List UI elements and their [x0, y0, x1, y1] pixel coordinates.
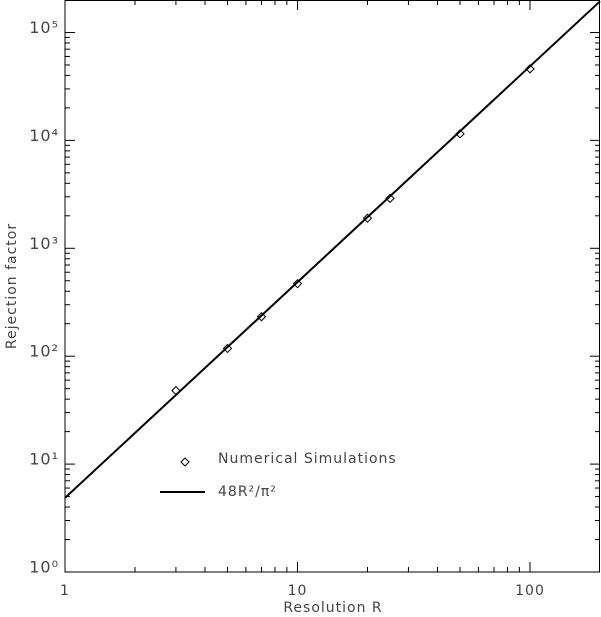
y-tick-label: 10² — [29, 342, 59, 361]
legend-label: 48R²/π² — [218, 484, 277, 500]
plot-frame — [64, 0, 600, 573]
data-point — [292, 278, 303, 289]
y-tick-label: 10⁵ — [29, 18, 59, 37]
legend-label: Numerical Simulations — [218, 451, 397, 467]
x-tick-label: 10 — [288, 583, 308, 599]
y-axis-label: Rejection factor — [4, 223, 20, 349]
fit-line — [64, 0, 601, 499]
y-tick-label: 10⁴ — [29, 126, 59, 145]
x-axis-label: Resolution R — [283, 600, 382, 616]
data-point — [385, 193, 395, 204]
y-tick-label: 10¹ — [29, 450, 59, 469]
legend-marker — [180, 457, 190, 467]
x-tick-label: 1 — [60, 583, 70, 599]
y-tick-label: 10³ — [29, 234, 59, 253]
x-tick-label: 100 — [515, 583, 545, 599]
y-tick-label: 10⁰ — [29, 558, 59, 577]
